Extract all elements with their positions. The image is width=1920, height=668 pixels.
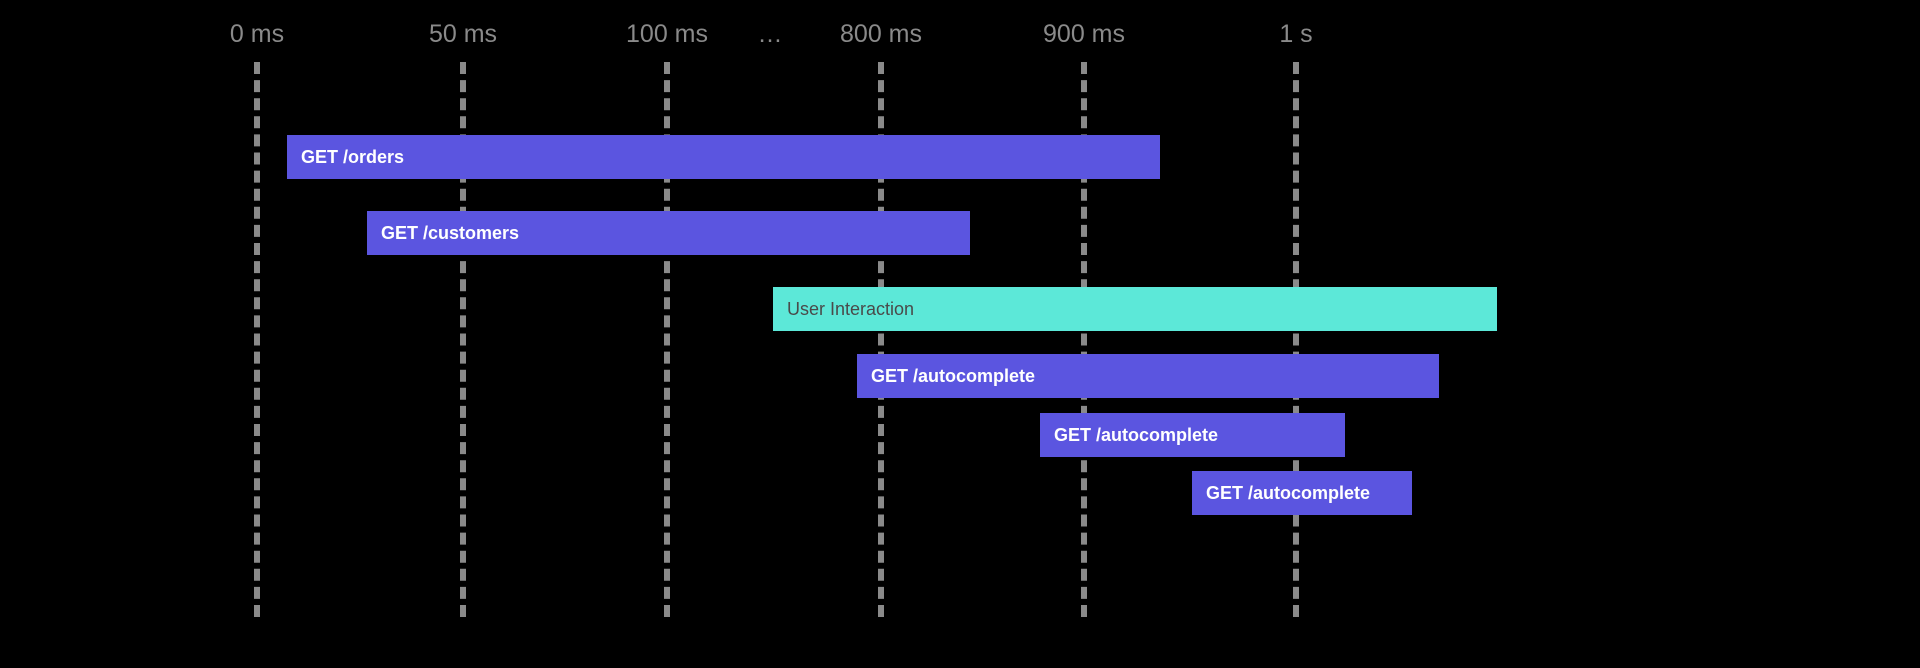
time-gridline — [1293, 62, 1299, 617]
time-ellipsis: … — [758, 20, 783, 49]
time-tick-label: 800 ms — [840, 20, 922, 49]
bar-label: GET /autocomplete — [871, 366, 1035, 387]
time-tick-label: 50 ms — [429, 20, 497, 49]
bar-label: GET /autocomplete — [1206, 483, 1370, 504]
time-gridline — [254, 62, 260, 617]
time-tick-label: 0 ms — [230, 20, 284, 49]
time-tick-label: 100 ms — [626, 20, 708, 49]
user-interaction-bar: User Interaction — [773, 287, 1497, 331]
request-bar-get-orders: GET /orders — [287, 135, 1160, 179]
bar-label: User Interaction — [787, 299, 914, 320]
bar-label: GET /orders — [301, 147, 404, 168]
request-bar-get-autocomplete: GET /autocomplete — [857, 354, 1439, 398]
timeline-diagram: 0 ms 50 ms 100 ms … 800 ms 900 ms 1 s GE… — [0, 0, 1920, 668]
bar-label: GET /customers — [381, 223, 519, 244]
request-bar-get-customers: GET /customers — [367, 211, 970, 255]
request-bar-get-autocomplete: GET /autocomplete — [1040, 413, 1345, 457]
time-tick-label: 900 ms — [1043, 20, 1125, 49]
request-bar-get-autocomplete: GET /autocomplete — [1192, 471, 1412, 515]
bar-label: GET /autocomplete — [1054, 425, 1218, 446]
time-tick-label: 1 s — [1279, 20, 1312, 49]
